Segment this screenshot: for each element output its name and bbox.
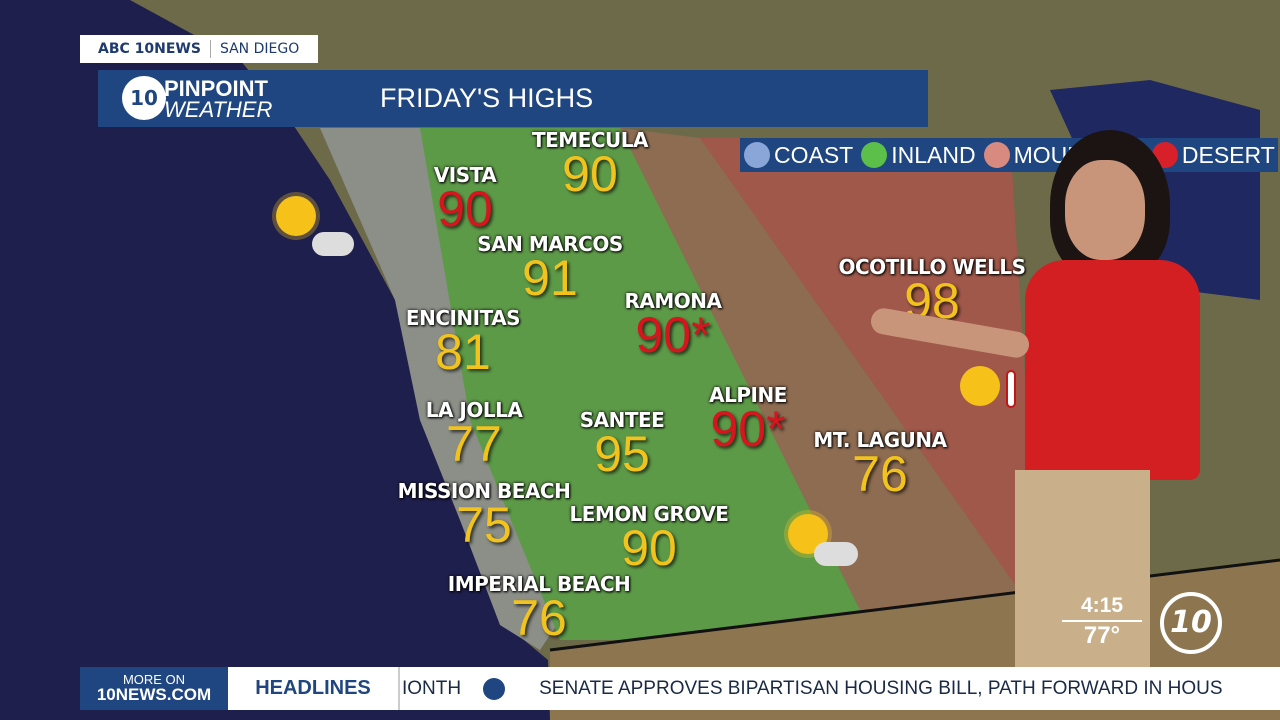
city-high-temp: 76	[511, 590, 567, 646]
ticker-section-label: HEADLINES	[228, 667, 400, 710]
news-ticker: MORE ON 10NEWS.COM HEADLINES IONTH SENAT…	[80, 667, 1280, 710]
city-high-temp: 90	[562, 146, 618, 202]
city-high-temp: 77	[446, 416, 502, 472]
coast-zone	[320, 128, 560, 650]
legend-desert: DESERT	[1151, 142, 1275, 169]
inland-zone	[420, 128, 860, 640]
title-bar: 10 PINPOINT WEATHER FRIDAY'S HIGHS	[98, 70, 928, 127]
city-forecast: MT. LAGUNA 76	[813, 428, 947, 502]
city-name: LEMON GROVE	[569, 502, 729, 526]
city-name: OCOTILLO WELLS	[838, 255, 1026, 279]
city-name: VISTA	[433, 163, 497, 187]
city-high-temp: 75	[456, 497, 512, 553]
city-forecast: SAN MARCOS 91	[477, 232, 623, 306]
mountain-zone	[620, 128, 1040, 620]
city-high-temp: 76	[852, 446, 908, 502]
city-forecast: LA JOLLA 77	[425, 398, 523, 472]
city-name: ENCINITAS	[405, 306, 521, 330]
legend-coast: COAST	[744, 142, 853, 169]
time-temp: 4:15 77°	[1062, 594, 1142, 650]
city-high-temp: 90*	[710, 401, 786, 457]
abc10-watermark-icon: 10	[1160, 592, 1222, 654]
brand-line2: WEATHER	[164, 97, 273, 122]
city-forecast: VISTA 90	[433, 163, 497, 237]
partly-sunny-icon	[276, 196, 354, 256]
hot-sun-thermometer-icon	[960, 366, 1016, 408]
city-forecast: RAMONA 90*	[624, 289, 723, 363]
city-name: RAMONA	[624, 289, 723, 313]
more-on-10news[interactable]: MORE ON 10NEWS.COM	[80, 667, 228, 710]
city-forecast: ENCINITAS 81	[405, 306, 521, 380]
abc10-logo-icon: 10	[122, 76, 166, 120]
city-forecast: TEMECULA 90	[531, 128, 649, 202]
market-name: SAN DIEGO	[219, 41, 300, 57]
city-name: SANTEE	[579, 408, 665, 432]
brand-line1: PINPOINT	[164, 76, 268, 101]
city-high-temp: 90	[437, 181, 493, 237]
city-forecast: OCOTILLO WELLS 98	[838, 255, 1026, 326]
city-high-temp: 81	[435, 324, 491, 380]
desert-zone	[700, 138, 1040, 620]
headline-text: SENATE APPROVES BIPARTISAN HOUSING BILL,…	[539, 677, 1223, 699]
city-forecast: LEMON GROVE 90	[569, 502, 729, 576]
current-temp: 77°	[1083, 622, 1121, 649]
city-name: SAN MARCOS	[477, 232, 623, 256]
legend-inland: INLAND	[861, 142, 976, 169]
city-high-temp: 91	[522, 250, 578, 306]
partly-sunny-icon	[788, 514, 858, 566]
zone-legend: COAST INLAND MOUN DESERT	[740, 138, 1278, 172]
abc10-separator-icon	[483, 677, 506, 700]
city-forecast: IMPERIAL BEACH 76	[447, 572, 631, 646]
border-line	[549, 558, 1280, 652]
city-high-temp: 90	[621, 520, 677, 576]
network-bug: ABC 10NEWS SAN DIEGO	[80, 35, 318, 63]
city-forecast: ALPINE 90*	[709, 383, 787, 457]
city-forecast: SANTEE 95	[579, 408, 665, 482]
previous-headline-fragment: IONTH	[402, 677, 462, 699]
city-name: MISSION BEACH	[397, 479, 571, 503]
city-name: MT. LAGUNA	[813, 428, 947, 452]
city-name: LA JOLLA	[425, 398, 523, 422]
city-name: TEMECULA	[531, 128, 649, 152]
ticker-crawl: IONTH SENATE APPROVES BIPARTISAN HOUSING…	[400, 677, 1280, 700]
station-name: ABC 10NEWS	[98, 41, 201, 57]
clock-time: 4:15	[1062, 594, 1142, 622]
city-name: ALPINE	[709, 383, 787, 407]
city-high-temp: 90*	[635, 307, 711, 363]
city-name: IMPERIAL BEACH	[447, 572, 631, 596]
page-title: FRIDAY'S HIGHS	[380, 83, 594, 113]
city-high-temp: 95	[594, 426, 650, 482]
city-forecast: MISSION BEACH 75	[397, 479, 571, 553]
presenter	[868, 130, 1210, 670]
pinpoint-weather-logo: 10 PINPOINT WEATHER	[98, 70, 298, 127]
